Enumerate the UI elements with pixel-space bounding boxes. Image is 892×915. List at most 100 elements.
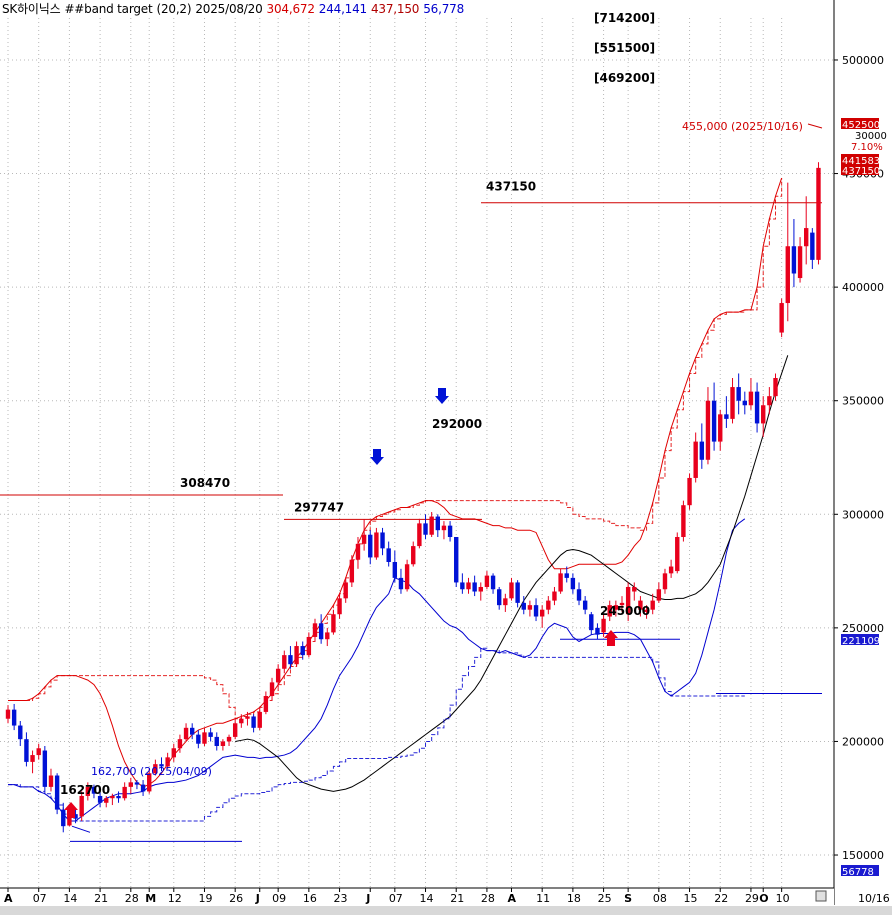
date-tick-label: S bbox=[624, 892, 632, 905]
candle-body bbox=[318, 623, 324, 640]
lower-band-line bbox=[8, 518, 746, 822]
candle-body bbox=[521, 602, 526, 610]
price-tag-volume-bg bbox=[841, 865, 879, 876]
price-candles bbox=[5, 162, 821, 833]
header-lower-value: 244,141 bbox=[318, 2, 367, 16]
candle-body bbox=[177, 739, 183, 749]
candle-body bbox=[239, 718, 244, 724]
candle-body bbox=[761, 405, 766, 424]
candle-body bbox=[116, 795, 121, 799]
candle-body bbox=[607, 605, 612, 617]
candle-body bbox=[104, 798, 109, 803]
date-tick-label: 25 bbox=[598, 892, 612, 905]
candle-body bbox=[361, 534, 367, 544]
candle-body bbox=[122, 786, 127, 799]
candle-body bbox=[675, 537, 680, 572]
candle-body bbox=[183, 727, 189, 740]
stock-name: SK하이닉스 bbox=[2, 2, 61, 16]
candle-body bbox=[232, 723, 238, 737]
candle-body bbox=[349, 559, 355, 583]
candle-body bbox=[785, 246, 790, 304]
candle-body bbox=[392, 561, 398, 578]
candle-body bbox=[61, 809, 66, 827]
low-label-245000: 245000 bbox=[600, 604, 650, 618]
candle-body bbox=[257, 711, 262, 728]
candle-body bbox=[546, 600, 551, 610]
candle-body bbox=[656, 589, 662, 601]
candle-body bbox=[736, 387, 741, 401]
high-marker-pointer bbox=[807, 123, 823, 129]
horizontal-scrollbar[interactable] bbox=[0, 906, 892, 915]
candle-body bbox=[589, 614, 594, 631]
candle-body bbox=[226, 736, 232, 742]
header-mid-value: 437,150 bbox=[371, 2, 420, 16]
indicator-params: (20,2) bbox=[156, 2, 192, 16]
price-tick-label: 200000 bbox=[842, 735, 884, 748]
candle-body bbox=[220, 741, 226, 746]
price-change-pct: 7.10% bbox=[851, 142, 883, 153]
date-tick-label: 28 bbox=[125, 892, 139, 905]
candle-body bbox=[804, 228, 809, 247]
candle-body bbox=[79, 795, 84, 817]
price-tick-label: 300000 bbox=[842, 508, 884, 521]
candle-body bbox=[742, 400, 747, 406]
candle-body bbox=[533, 605, 539, 617]
candle-body bbox=[711, 400, 717, 442]
date-tick-label: 11 bbox=[536, 892, 550, 905]
candle-body bbox=[165, 757, 170, 767]
high-marker-label: 455,000 (2025/10/16) bbox=[682, 120, 803, 133]
price-grid bbox=[0, 18, 834, 888]
candle-body bbox=[632, 586, 637, 592]
candle-body bbox=[435, 516, 440, 531]
date-tick-label: 28 bbox=[481, 892, 495, 905]
candle-body bbox=[128, 782, 133, 787]
price-tag-level-a-bg bbox=[841, 154, 879, 165]
candle-body bbox=[460, 582, 465, 590]
candle-body bbox=[331, 614, 336, 633]
indicator-name: ##band target bbox=[64, 2, 153, 16]
candle-body bbox=[638, 600, 643, 610]
date-tick-label: 07 bbox=[389, 892, 403, 905]
price-axis-bg bbox=[834, 0, 892, 905]
bollinger-bands bbox=[8, 177, 789, 822]
candle-body bbox=[275, 668, 281, 683]
candle-body bbox=[619, 602, 625, 606]
candle-body bbox=[208, 732, 213, 737]
level-label-437150: 437150 bbox=[486, 180, 536, 194]
candle-body bbox=[355, 543, 361, 560]
price-tick-label: 150000 bbox=[842, 849, 884, 862]
candle-body bbox=[18, 725, 23, 740]
candle-body bbox=[650, 600, 655, 610]
candle-body bbox=[11, 709, 17, 726]
date-axis-bg bbox=[0, 888, 834, 906]
date-tick-label: 22 bbox=[714, 892, 728, 905]
candle-body bbox=[447, 525, 453, 538]
upper-step-line bbox=[8, 178, 783, 720]
candle-body bbox=[558, 573, 563, 592]
scroll-corner-icon bbox=[815, 890, 827, 902]
candle-body bbox=[429, 516, 434, 535]
candle-body bbox=[214, 736, 219, 746]
candle-body bbox=[5, 709, 11, 719]
header-date: 2025/08/20 bbox=[195, 2, 263, 16]
candle-body bbox=[380, 532, 385, 549]
candle-body bbox=[441, 525, 447, 531]
candle-body bbox=[730, 387, 735, 419]
candle-body bbox=[85, 786, 91, 796]
date-tick-label: 08 bbox=[653, 892, 667, 905]
level-label-297747: 297747 bbox=[294, 500, 344, 514]
candle-body bbox=[288, 655, 293, 665]
candle-body bbox=[748, 391, 754, 406]
candle-body bbox=[570, 577, 576, 590]
price-tick-label: 250000 bbox=[842, 622, 884, 635]
candle-body bbox=[411, 546, 416, 565]
candle-body bbox=[36, 748, 41, 756]
candle-body bbox=[91, 786, 97, 794]
low-marker-label: 162,700 (2025/04/09) bbox=[91, 765, 212, 778]
chart-header: SK하이닉스 ##band target (20,2) 2025/08/20 304,6… bbox=[2, 0, 468, 17]
candle-body bbox=[110, 795, 115, 799]
candle-body bbox=[773, 377, 778, 397]
candle-body bbox=[662, 573, 668, 590]
candle-body bbox=[171, 748, 176, 758]
